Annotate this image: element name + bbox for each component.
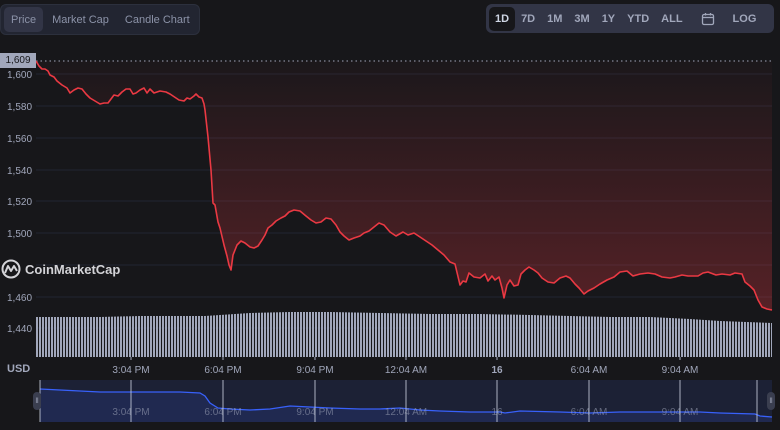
svg-text:6:04 AM: 6:04 AM (571, 407, 608, 418)
range-ytd-button[interactable]: YTD (627, 12, 650, 25)
svg-text:1,440: 1,440 (7, 324, 32, 335)
currency-label: USD (7, 363, 31, 375)
navigator-right-handle[interactable]: ll (767, 392, 775, 410)
svg-text:9:04 PM: 9:04 PM (296, 407, 333, 418)
tab-market-cap[interactable]: Market Cap (52, 13, 109, 26)
range-7d-button[interactable]: 7D (521, 12, 536, 25)
price-line (35, 60, 773, 311)
range-1m-button[interactable]: 1M (547, 12, 563, 25)
svg-text:6:04 AM: 6:04 AM (571, 365, 608, 376)
tab-price[interactable]: Price (4, 7, 44, 32)
svg-text:9:04 AM: 9:04 AM (662, 407, 699, 418)
svg-text:1,520: 1,520 (7, 197, 32, 208)
svg-text:6:04 PM: 6:04 PM (204, 407, 241, 418)
navigator-line (39, 388, 773, 418)
svg-text:1,580: 1,580 (7, 102, 32, 113)
svg-text:3:04 PM: 3:04 PM (112, 365, 149, 376)
y-axis-labels: 1,600 1,580 1,560 1,540 1,520 1,500 1,46… (7, 70, 32, 335)
price-area-fill (36, 61, 772, 310)
coinmarketcap-logo-icon (1, 259, 21, 279)
watermark-text: CoinMarketCap (25, 261, 121, 277)
coinmarketcap-watermark: CoinMarketCap (1, 259, 120, 279)
tab-candle-chart[interactable]: Candle Chart (124, 13, 190, 26)
svg-text:1,600: 1,600 (7, 70, 32, 81)
date-picker-button[interactable] (695, 7, 721, 31)
navigator[interactable]: 3:04 PM 6:04 PM 9:04 PM 12:04 AM 16 6:04… (39, 380, 773, 422)
x-axis-labels: 3:04 PM 6:04 PM 9:04 PM 12:04 AM 16 6:04… (112, 365, 698, 376)
svg-text:3:04 PM: 3:04 PM (112, 407, 149, 418)
range-3m-button[interactable]: 3M (574, 12, 590, 25)
svg-text:1,460: 1,460 (7, 293, 32, 304)
svg-text:1,540: 1,540 (7, 166, 32, 177)
svg-text:16: 16 (491, 407, 503, 418)
svg-text:16: 16 (491, 365, 503, 376)
svg-text:12:04 AM: 12:04 AM (385, 407, 427, 418)
range-all-button[interactable]: ALL (661, 12, 683, 25)
calendar-icon (701, 12, 714, 25)
current-price-tag: 1,609 (0, 53, 36, 68)
svg-text:1,500: 1,500 (7, 229, 32, 240)
svg-text:9:04 PM: 9:04 PM (296, 365, 333, 376)
range-1d-button[interactable]: 1D (489, 6, 516, 31)
svg-text:1,560: 1,560 (7, 134, 32, 145)
navigator-labels: 3:04 PM 6:04 PM 9:04 PM 12:04 AM 16 6:04… (112, 407, 698, 418)
navigator-left-handle[interactable]: ll (33, 392, 41, 410)
x-axis-ticks (130, 357, 681, 360)
svg-text:6:04 PM: 6:04 PM (204, 365, 241, 376)
volume-bars (36, 312, 772, 357)
time-range-selector: 1D 7D 1M 3M 1Y YTD ALL LOG (486, 4, 774, 33)
log-scale-button[interactable]: LOG (732, 12, 757, 25)
svg-text:9:04 AM: 9:04 AM (662, 365, 699, 376)
svg-text:12:04 AM: 12:04 AM (385, 365, 427, 376)
chart-type-tabs: Price Market Cap Candle Chart (0, 4, 200, 35)
range-1y-button[interactable]: 1Y (601, 12, 616, 25)
